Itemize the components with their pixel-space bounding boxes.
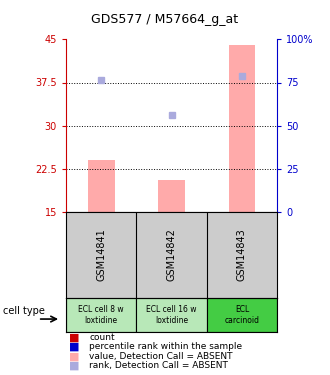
Bar [207,298,277,332]
Bar [158,180,185,212]
Bar [229,45,255,212]
Text: count: count [89,333,115,342]
Text: GSM14841: GSM14841 [96,229,106,281]
Text: ECL cell 8 w
loxtidine: ECL cell 8 w loxtidine [79,305,124,325]
Text: GSM14843: GSM14843 [237,229,247,281]
Text: cell type: cell type [3,306,45,316]
Bar [136,298,207,332]
Text: ECL cell 16 w
loxtidine: ECL cell 16 w loxtidine [146,305,197,325]
Bar [66,298,136,332]
Bar [88,160,115,212]
Text: percentile rank within the sample: percentile rank within the sample [89,342,242,351]
Text: ECL
carcinoid: ECL carcinoid [224,305,259,325]
Text: ■: ■ [69,342,80,352]
Text: ■: ■ [69,333,80,342]
Text: rank, Detection Call = ABSENT: rank, Detection Call = ABSENT [89,361,228,370]
Text: GSM14842: GSM14842 [167,228,177,281]
Text: ■: ■ [69,361,80,370]
Text: GDS577 / M57664_g_at: GDS577 / M57664_g_at [91,13,239,26]
Text: ■: ■ [69,351,80,361]
Text: value, Detection Call = ABSENT: value, Detection Call = ABSENT [89,352,233,361]
